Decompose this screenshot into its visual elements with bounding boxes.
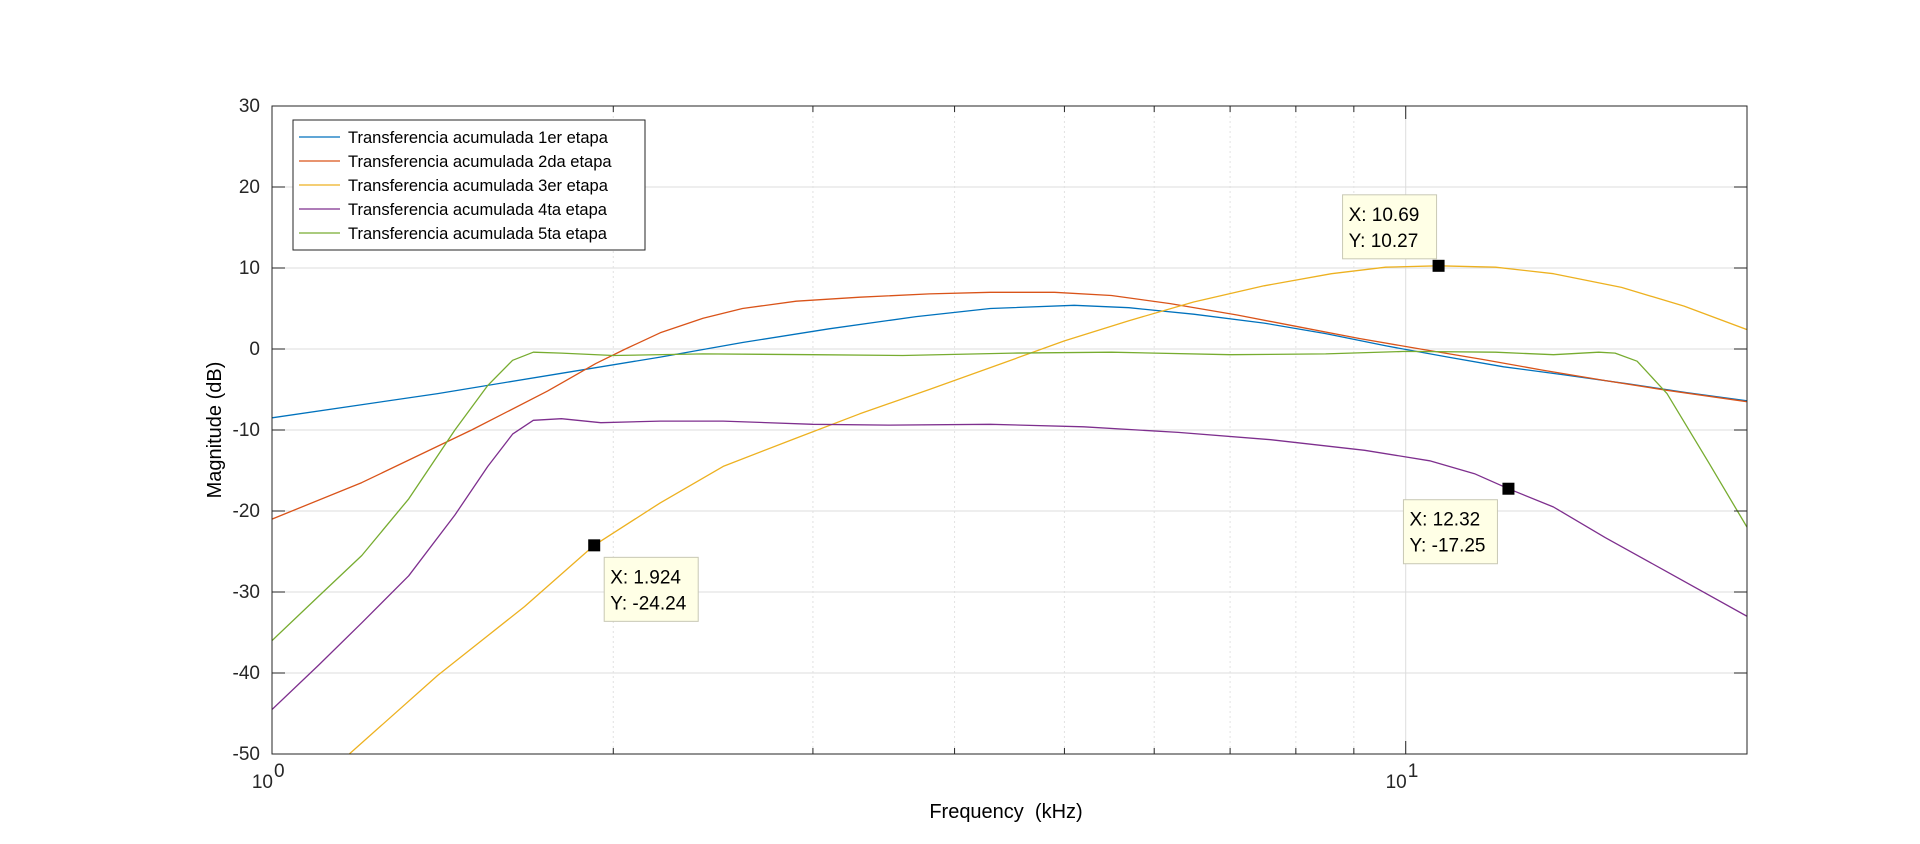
datatip-x-label: X: 1.924 <box>610 567 681 588</box>
legend-entry: Transferencia acumulada 3er etapa <box>348 177 609 195</box>
x-tick-label: 10 <box>1386 772 1407 793</box>
x-tick-label-exponent: 1 <box>1408 761 1419 782</box>
y-tick-label: 30 <box>239 96 260 117</box>
axis-ticks <box>271 105 1747 755</box>
datatip-box <box>603 556 699 622</box>
datatip-box <box>1402 499 1498 565</box>
datatip-y-label: Y: -17.25 <box>1409 536 1485 557</box>
datatip-y-label: Y: 10.27 <box>1349 231 1419 252</box>
legend-box <box>292 119 646 251</box>
y-tick-label: -20 <box>233 501 260 522</box>
x-tick-label: 10 <box>252 772 273 793</box>
series-line-3 <box>348 265 1747 754</box>
y-axis-label: Magnitude (dB) <box>204 362 226 499</box>
datatip-x-label: X: 12.32 <box>1409 510 1480 531</box>
y-tick-label: -50 <box>233 744 260 765</box>
legend-entry: Transferencia acumulada 4ta etapa <box>348 201 608 219</box>
datatip-marker <box>1502 482 1515 495</box>
datatip-marker <box>1432 259 1445 272</box>
legend-entry: Transferencia acumulada 5ta etapa <box>348 225 608 243</box>
legend-entry: Transferencia acumulada 1er etapa <box>348 129 609 147</box>
legend: Transferencia acumulada 1er etapa Transfe… <box>292 119 646 251</box>
datatip-box <box>1342 194 1438 260</box>
datatip-y-label: Y: -24.24 <box>610 593 686 614</box>
x-tick-label-exponent: 0 <box>274 761 285 782</box>
y-tick-label: 20 <box>239 177 260 198</box>
y-tick-label: -30 <box>233 582 260 603</box>
y-tick-label: 10 <box>239 258 260 279</box>
series-line-2 <box>272 291 1747 520</box>
y-tick-label: -10 <box>233 420 260 441</box>
datatip-x-label: X: 10.69 <box>1349 205 1420 226</box>
legend-entry: Transferencia acumulada 2da etapa <box>348 153 612 171</box>
datatip-marker <box>588 539 601 552</box>
y-tick-label: 0 <box>249 339 260 360</box>
x-axis-label: Frequency (kHz) <box>929 801 1082 823</box>
series-line-5 <box>272 350 1747 642</box>
y-tick-label: -40 <box>233 663 260 684</box>
datatips: X: 1.924 Y: -24.24 X: 10.69 Y: 10.27 X: 12.3… <box>588 194 1515 622</box>
